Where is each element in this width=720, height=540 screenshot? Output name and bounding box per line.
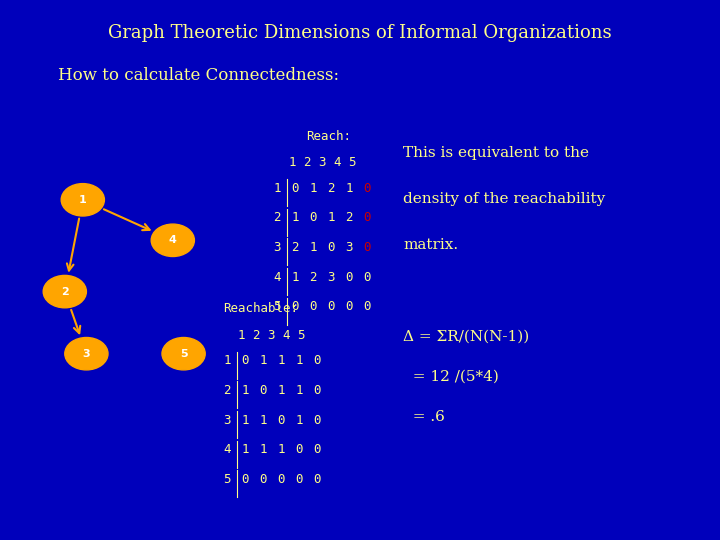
Text: 0: 0 (313, 414, 320, 427)
Text: matrix.: matrix. (403, 238, 459, 252)
Text: Reachable:: Reachable: (223, 302, 298, 315)
Text: This is equivalent to the: This is equivalent to the (403, 146, 589, 160)
Text: 0: 0 (313, 473, 320, 486)
Text: 0: 0 (313, 384, 320, 397)
Text: How to calculate Connectedness:: How to calculate Connectedness: (58, 68, 338, 84)
Text: 0: 0 (346, 271, 353, 284)
Text: 0: 0 (364, 241, 371, 254)
Text: 1: 1 (277, 443, 284, 456)
Text: 2: 2 (274, 211, 281, 224)
Text: 5: 5 (274, 300, 281, 313)
Text: 1: 1 (292, 271, 299, 284)
Text: 0: 0 (292, 181, 299, 194)
Text: 3: 3 (223, 414, 230, 427)
Text: 0: 0 (241, 354, 248, 367)
Text: 1: 1 (295, 384, 302, 397)
Text: 0: 0 (313, 443, 320, 456)
Text: 0: 0 (295, 473, 302, 486)
Text: 1: 1 (241, 414, 248, 427)
Text: 1: 1 (259, 354, 266, 367)
Text: 3: 3 (274, 241, 281, 254)
Text: 2: 2 (346, 211, 353, 224)
Text: 1: 1 (310, 241, 317, 254)
Text: 0: 0 (328, 300, 335, 313)
Text: 1: 1 (241, 384, 248, 397)
Text: 3: 3 (346, 241, 353, 254)
Circle shape (162, 338, 205, 370)
Text: 2: 2 (310, 271, 317, 284)
Text: 0: 0 (328, 241, 335, 254)
Text: 0: 0 (364, 271, 371, 284)
Text: 2: 2 (292, 241, 299, 254)
Text: 5: 5 (180, 349, 187, 359)
Circle shape (151, 224, 194, 256)
Text: 1: 1 (346, 181, 353, 194)
Text: Reach:: Reach: (306, 130, 351, 143)
Text: 4: 4 (274, 271, 281, 284)
Text: 0: 0 (259, 384, 266, 397)
Text: 2: 2 (328, 181, 335, 194)
Text: 2: 2 (223, 384, 230, 397)
Text: 4: 4 (223, 443, 230, 456)
Text: density of the reachability: density of the reachability (403, 192, 606, 206)
Text: 0: 0 (346, 300, 353, 313)
Text: 1: 1 (310, 181, 317, 194)
Text: 1: 1 (274, 181, 281, 194)
Text: 5: 5 (223, 473, 230, 486)
Text: 1: 1 (292, 211, 299, 224)
Text: 0: 0 (295, 443, 302, 456)
Text: 2: 2 (61, 287, 68, 296)
Text: 0: 0 (364, 300, 371, 313)
Text: 0: 0 (277, 414, 284, 427)
Text: 1: 1 (295, 414, 302, 427)
Text: 3: 3 (83, 349, 90, 359)
Text: 0: 0 (310, 300, 317, 313)
Text: 0: 0 (364, 211, 371, 224)
Text: = .6: = .6 (403, 410, 445, 424)
Text: 3: 3 (328, 271, 335, 284)
Text: 1: 1 (259, 443, 266, 456)
Text: 0: 0 (292, 300, 299, 313)
Text: 1: 1 (277, 384, 284, 397)
Text: 1: 1 (259, 414, 266, 427)
Text: 0: 0 (277, 473, 284, 486)
Text: 0: 0 (241, 473, 248, 486)
Circle shape (65, 338, 108, 370)
Text: 0: 0 (364, 181, 371, 194)
Text: 0: 0 (310, 211, 317, 224)
Text: = 12 /(5*4): = 12 /(5*4) (403, 370, 499, 384)
Text: 1: 1 (277, 354, 284, 367)
Text: Δ = ΣR/(N(N-1)): Δ = ΣR/(N(N-1)) (403, 329, 529, 343)
Circle shape (43, 275, 86, 308)
Text: 1: 1 (241, 443, 248, 456)
Text: 1: 1 (295, 354, 302, 367)
Text: 1: 1 (328, 211, 335, 224)
Text: 4: 4 (169, 235, 176, 245)
Text: 1 2 3 4 5: 1 2 3 4 5 (274, 157, 356, 170)
Text: Graph Theoretic Dimensions of Informal Organizations: Graph Theoretic Dimensions of Informal O… (108, 24, 612, 42)
Circle shape (61, 184, 104, 216)
Text: 0: 0 (313, 354, 320, 367)
Text: 1 2 3 4 5: 1 2 3 4 5 (223, 329, 306, 342)
Text: 1: 1 (79, 195, 86, 205)
Text: 0: 0 (259, 473, 266, 486)
Text: 1: 1 (223, 354, 230, 367)
